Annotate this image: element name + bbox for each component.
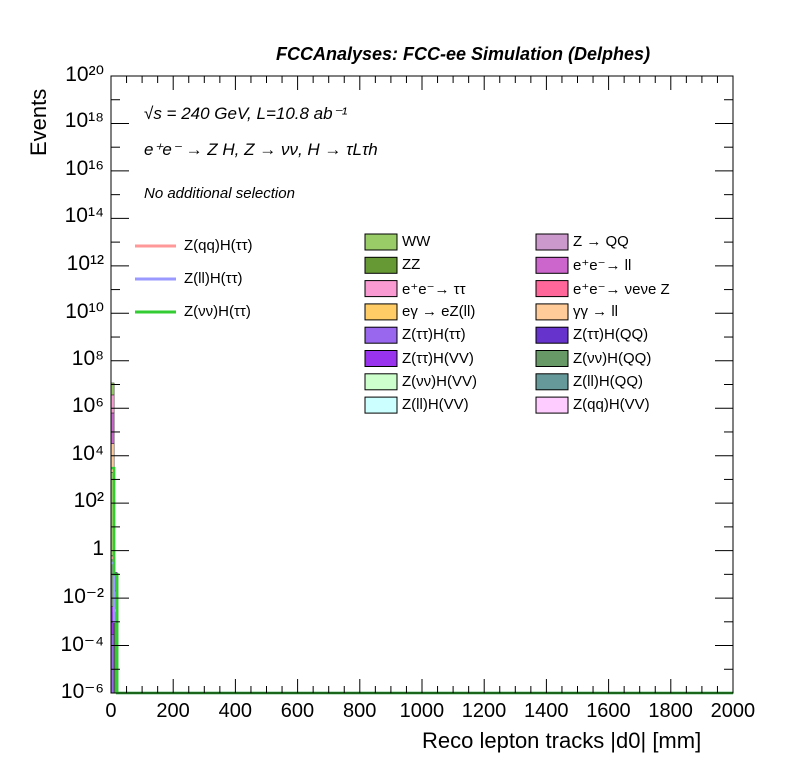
legend-fill-swatch [535,280,569,298]
legend-entry-background: e⁺e⁻→ νeνe Z [573,280,670,298]
process-label: e⁺e⁻ → Z H, Z → νν, H → τLτh [144,140,378,159]
x-ticks [110,76,734,693]
x-tick-label: 1400 [524,700,569,722]
x-axis-title: Reco lepton tracks |d0| [mm] [422,728,702,753]
x-tick-label: 1600 [586,700,631,722]
y-tick-label: 10⁻⁴ [60,632,104,656]
legend-entry-background: Z(ll)H(VV) [402,396,469,414]
legend-fill-swatch [535,396,569,414]
legend-entry-signal: Z(νν)H(ττ) [184,303,251,320]
legend-entry-signal: Z(qq)H(ττ) [184,237,253,254]
legend-entry-background: Z(νν)H(QQ) [573,349,652,367]
plot-header: FCCAnalyses: FCC-ee Simulation (Delphes) [276,44,651,64]
legend-fill-swatch [364,256,398,274]
x-tick-label: 600 [280,700,315,722]
y-tick-label: 10¹⁸ [64,109,104,133]
legend-entry-background: eγ → eZ(ll) [402,302,476,320]
legend-fill-swatch [535,256,569,274]
legend-entry-background: Z(νν)H(VV) [402,372,477,390]
legend-fill-swatch [535,350,569,367]
x-tick-label: 1800 [648,700,693,722]
x-tick-label: 2000 [710,700,756,722]
legend-fill-swatch [364,303,398,321]
legend-swatches [135,233,569,414]
y-tick-label: 10⁻⁶ [60,680,104,703]
x-tick-label: 1200 [461,700,507,722]
x-tick-label: 0 [105,700,117,722]
y-tick-label: 10¹⁰ [65,300,104,324]
y-tick-label: 10²⁰ [65,63,104,86]
legend-entry-background: Z(ττ)H(QQ) [573,326,649,344]
x-tick-label: 800 [343,700,377,722]
legend-fill-swatch [364,280,398,298]
legend-fill-swatch [535,373,569,391]
y-ticks [111,75,733,694]
y-tick-label: 10⁸ [71,346,104,370]
legend-entry-background: e⁺e⁻→ ττ [402,280,466,298]
y-tick-label: 1 [92,536,104,560]
signal-line-2 [111,466,733,695]
legend-fill-swatch [364,350,398,367]
signal-lines [111,466,733,695]
energy-label: √s = 240 GeV, L=10.8 ab⁻¹ [144,104,348,123]
legend-entry-background: Z(ττ)H(ττ) [402,326,466,344]
legend-entry-signal: Z(ll)H(ττ) [184,270,243,287]
legend-fill-swatch [364,396,398,414]
signal-line-1 [111,561,733,695]
x-tick-label: 400 [218,700,252,722]
legend-fill-swatch [364,326,398,344]
legend-fill-swatch [535,326,569,344]
x-tick-label: 200 [156,700,190,722]
y-tick-label: 10¹⁶ [65,156,104,180]
y-tick-label: 10¹² [66,251,104,275]
y-tick-label: 10² [73,489,104,513]
x-tick-label: 1000 [399,700,445,722]
y-axis-title: Events [26,88,51,156]
legend-entry-background: Z(qq)H(VV) [573,396,650,414]
legend-entry-background: Z(ll)H(QQ) [573,372,643,390]
legend-entry-background: e⁺e⁻→ ll [573,257,632,275]
y-tick-label: 10⁴ [71,441,104,465]
signal-line-0 [111,556,733,695]
legend-entry-background: γγ → ll [573,302,618,320]
legend-entry-background: Z(ττ)H(VV) [402,349,474,367]
legend-fill-swatch [364,233,398,251]
legend-fill-swatch [535,303,569,321]
y-tick-label: 10¹⁴ [64,204,104,228]
selection-label: No additional selection [144,185,295,202]
legend-entry-background: WW [402,233,431,250]
legend-entry-background: Z → QQ [573,233,629,250]
y-tick-label: 10⁻² [62,585,104,609]
legend-fill-swatch [364,373,398,391]
stack-bars [110,382,118,694]
y-tick-label: 10⁶ [71,394,104,418]
legend-fill-swatch [535,233,569,251]
legend-entry-background: ZZ [402,256,421,274]
